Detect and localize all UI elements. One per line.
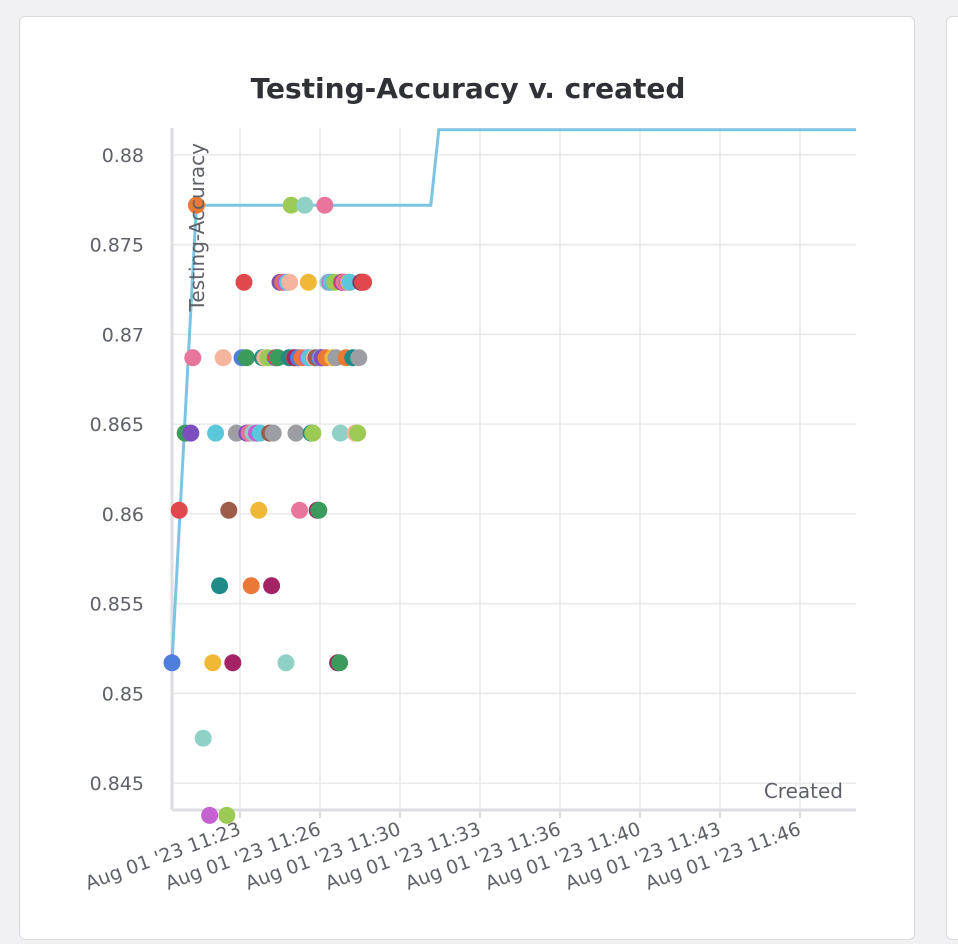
data-point[interactable] <box>282 196 300 214</box>
chart-title: Testing-Accuracy v. created <box>250 72 686 105</box>
data-point[interactable] <box>304 424 322 442</box>
data-points <box>163 196 373 824</box>
x-axis-label: Created <box>764 779 843 803</box>
y-tick-label: 0.86 <box>102 504 144 526</box>
y-tick-label: 0.845 <box>90 773 144 795</box>
data-point[interactable] <box>310 501 328 519</box>
y-tick-label: 0.87 <box>102 324 144 346</box>
y-tick-label: 0.865 <box>90 414 144 436</box>
data-point[interactable] <box>349 424 367 442</box>
data-point[interactable] <box>237 349 255 367</box>
data-point[interactable] <box>220 501 238 519</box>
data-point[interactable] <box>263 577 281 595</box>
data-point[interactable] <box>204 654 222 672</box>
data-point[interactable] <box>242 577 260 595</box>
data-point[interactable] <box>291 501 309 519</box>
y-tick-labels: 0.845 0.85 0.855 0.86 0.865 0.87 0.875 0.88 <box>90 145 144 795</box>
y-tick-label: 0.88 <box>102 145 144 167</box>
y-tick-label: 0.875 <box>90 235 144 257</box>
data-point[interactable] <box>350 349 368 367</box>
data-point[interactable] <box>281 273 299 291</box>
data-point[interactable] <box>214 349 232 367</box>
data-point[interactable] <box>218 806 236 824</box>
data-point[interactable] <box>250 501 268 519</box>
adjacent-panel-edge <box>946 16 958 940</box>
data-point[interactable] <box>316 196 334 214</box>
data-point[interactable] <box>277 654 295 672</box>
data-point[interactable] <box>355 273 373 291</box>
data-point[interactable] <box>296 196 314 214</box>
data-point[interactable] <box>331 654 349 672</box>
data-point[interactable] <box>287 424 305 442</box>
data-point[interactable] <box>331 424 349 442</box>
data-point[interactable] <box>211 577 229 595</box>
axes <box>170 128 856 812</box>
data-point[interactable] <box>299 273 317 291</box>
grid <box>172 128 856 818</box>
data-point[interactable] <box>235 273 253 291</box>
data-point[interactable] <box>194 729 212 747</box>
data-point[interactable] <box>184 349 202 367</box>
y-tick-label: 0.855 <box>90 594 144 616</box>
y-tick-label: 0.85 <box>102 683 144 705</box>
chart-panel <box>19 16 915 940</box>
data-point[interactable] <box>163 654 181 672</box>
y-axis-label: Testing-Accuracy <box>185 143 209 313</box>
data-point[interactable] <box>187 196 205 214</box>
data-point[interactable] <box>207 424 225 442</box>
data-point[interactable] <box>224 654 242 672</box>
data-point[interactable] <box>264 424 282 442</box>
data-point[interactable] <box>201 806 219 824</box>
data-point[interactable] <box>182 424 200 442</box>
data-point[interactable] <box>170 501 188 519</box>
